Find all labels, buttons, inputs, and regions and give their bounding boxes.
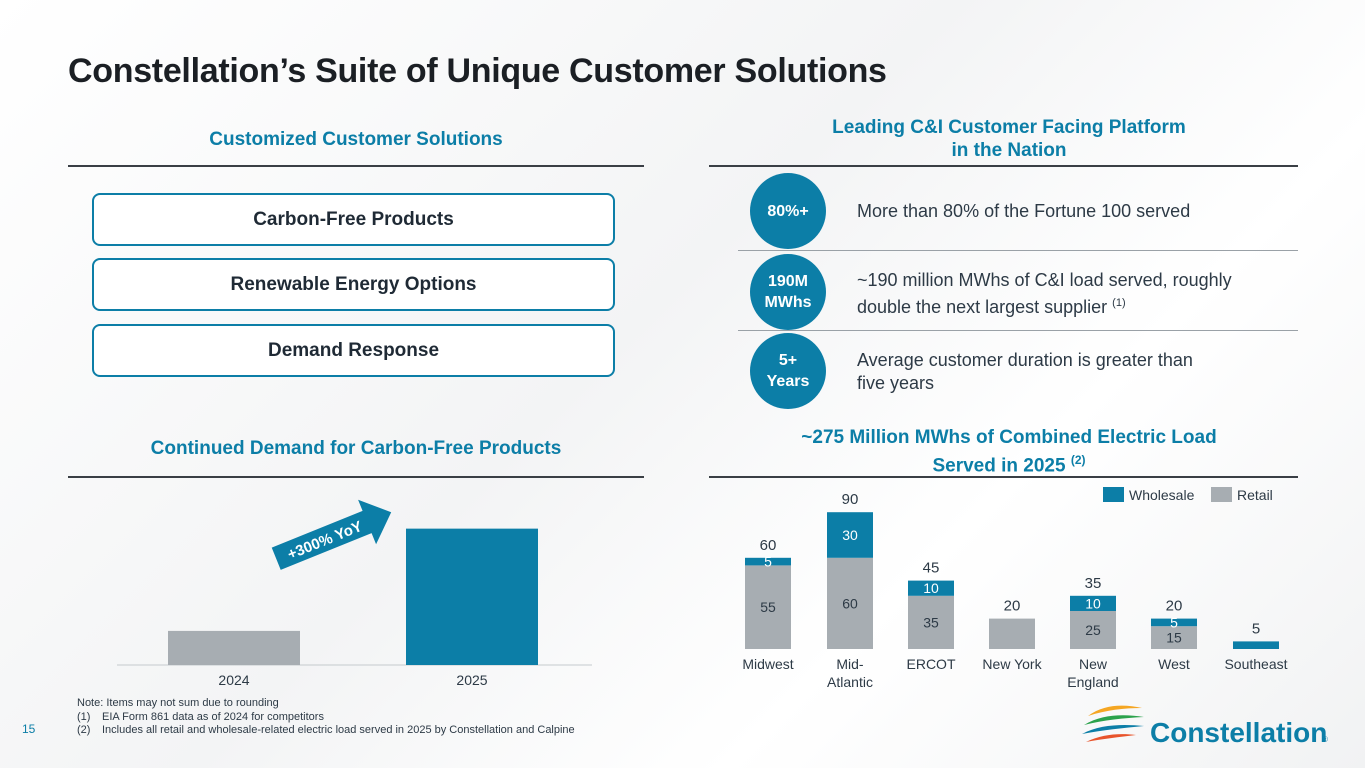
retail-value-label: 55: [760, 599, 776, 615]
solution-pill-demand-response: Demand Response: [92, 324, 615, 377]
retail-bar: [989, 618, 1035, 649]
footnotes: Note: Items may not sum due to rounding …: [77, 697, 575, 738]
retail-bar: [827, 557, 873, 649]
right-top-divider: [709, 165, 1298, 167]
footnote-ref-2: (2): [1070, 453, 1086, 467]
footnote-2-text: Includes all retail and wholesale-relate…: [102, 724, 575, 736]
stat-text-years: Average customer duration is greater tha…: [857, 349, 1277, 395]
retail-bar: [908, 595, 954, 649]
platform-heading-line1: Leading C&I Customer Facing Platform: [832, 117, 1186, 138]
page-title: Constellation’s Suite of Unique Customer…: [68, 52, 887, 90]
wholesale-bar: [827, 512, 873, 558]
footnote-2: (2) Includes all retail and wholesale-re…: [77, 724, 575, 738]
demand-bar-2025: [406, 528, 538, 665]
stat-badge-mwhs: 190M MWhs: [750, 254, 826, 330]
demand-tick-label: 2025: [456, 672, 487, 688]
total-value-label: 90: [842, 491, 859, 508]
solution-pill-renewable: Renewable Energy Options: [92, 258, 615, 311]
total-value-label: 35: [1085, 575, 1102, 592]
stat-text-fortune: More than 80% of the Fortune 100 served: [857, 200, 1277, 223]
total-value-label: 45: [923, 560, 940, 577]
retail-bar: [745, 565, 791, 649]
demand-tick-label: 2024: [218, 672, 249, 688]
stat-badge-line1: 80%+: [767, 202, 809, 220]
page-number: 15: [22, 722, 36, 736]
stat-badge-line2: MWhs: [764, 294, 812, 311]
category-tick-label: Mid-: [836, 656, 864, 672]
category-tick-label: ERCOT: [907, 656, 956, 672]
legend-label-wholesale: Wholesale: [1129, 487, 1195, 503]
stat-text-line1: Average customer duration is greater tha…: [857, 350, 1193, 370]
stat-badge-line1: 5+: [778, 352, 798, 369]
footnote-1-num: (1): [77, 710, 91, 723]
footnote-1-text: EIA Form 861 data as of 2024 for competi…: [102, 710, 324, 723]
wholesale-bar: [1233, 641, 1279, 649]
wholesale-value-label: 30: [842, 527, 858, 543]
stat-text-mwhs: ~190 million MWhs of C&I load served, ro…: [857, 269, 1277, 319]
wholesale-value-label: 5: [764, 554, 772, 570]
load-chart-heading-line1: ~275 Million MWhs of Combined Electric L…: [801, 427, 1217, 448]
load-chart-heading: ~275 Million MWhs of Combined Electric L…: [709, 426, 1309, 477]
retail-bar: [1070, 611, 1116, 649]
right-bottom-divider: [709, 476, 1298, 478]
category-tick-label: Atlantic: [827, 674, 873, 690]
category-tick-label: Southeast: [1224, 656, 1287, 672]
logo-swoosh-icon: [1082, 705, 1144, 742]
footnote-1: (1) EIA Form 861 data as of 2024 for com…: [77, 711, 575, 725]
retail-value-label: 35: [923, 614, 939, 630]
load-chart-heading-line2: Served in 2025: [932, 455, 1071, 477]
stat-divider-2: [738, 330, 1298, 331]
left-top-divider: [68, 165, 644, 167]
legend-swatch-wholesale: [1103, 487, 1124, 502]
wholesale-bar: [1070, 595, 1116, 611]
stat-text-line1: ~190 million MWhs of C&I load served, ro…: [857, 270, 1232, 290]
stat-text-line2: double the next largest supplier: [857, 297, 1113, 317]
left-bottom-divider: [68, 476, 644, 478]
stat-divider-1: [738, 250, 1298, 251]
footnote-ref-1: (1): [1112, 297, 1126, 309]
wholesale-bar: [908, 580, 954, 596]
wholesale-bar: [745, 557, 791, 566]
category-tick-label: England: [1067, 674, 1118, 690]
demand-chart-heading: Continued Demand for Carbon-Free Product…: [150, 438, 562, 459]
total-value-label: 5: [1252, 620, 1260, 637]
yoy-arrow-shape: [271, 499, 392, 570]
retail-bar: [1151, 626, 1197, 649]
footnote-note: Note: Items may not sum due to rounding: [77, 697, 279, 709]
legend-label-retail: Retail: [1237, 487, 1273, 503]
solution-pill-carbon-free: Carbon-Free Products: [92, 193, 615, 246]
total-value-label: 20: [1166, 598, 1183, 615]
category-tick-label: Midwest: [742, 656, 793, 672]
retail-value-label: 60: [842, 595, 858, 611]
load-stacked-bar-chart: 55560Midwest603090Mid-Atlantic351045ERCO…: [742, 487, 1288, 690]
footnote-2-num: (2): [77, 724, 91, 736]
legend-swatch-retail: [1211, 487, 1232, 502]
platform-heading: Leading C&I Customer Facing Platform in …: [709, 116, 1309, 162]
stat-badge-years: 5+ Years: [750, 333, 826, 409]
logo-wordmark: Constellation: [1150, 717, 1327, 748]
stat-badge-line2: Years: [766, 373, 810, 390]
wholesale-value-label: 5: [1170, 614, 1178, 630]
wholesale-bar: [1151, 618, 1197, 627]
demand-bar-2024: [168, 630, 300, 665]
retail-value-label: 25: [1085, 622, 1101, 638]
wholesale-value-label: 10: [1085, 595, 1101, 611]
total-value-label: 60: [760, 537, 777, 554]
stat-badge-fortune: 80%+: [750, 173, 826, 249]
wholesale-value-label: 10: [923, 580, 939, 596]
logo-registered-mark: ®: [1322, 735, 1328, 744]
stat-text-line1: More than 80% of the Fortune 100 served: [857, 201, 1191, 221]
stat-text-line2: five years: [857, 373, 935, 393]
constellation-logo: Constellation ®: [1082, 705, 1328, 748]
stat-badge-line1: 190M: [767, 273, 808, 290]
category-tick-label: New: [1079, 656, 1108, 672]
demand-bar-chart: 2024 2025+300% YoY: [117, 499, 592, 688]
total-value-label: 20: [1004, 598, 1021, 615]
category-tick-label: West: [1158, 656, 1190, 672]
platform-heading-line2: in the Nation: [951, 140, 1067, 161]
category-tick-label: New York: [982, 656, 1042, 672]
retail-value-label: 15: [1166, 630, 1182, 646]
customized-solutions-heading: Customized Customer Solutions: [209, 129, 503, 150]
